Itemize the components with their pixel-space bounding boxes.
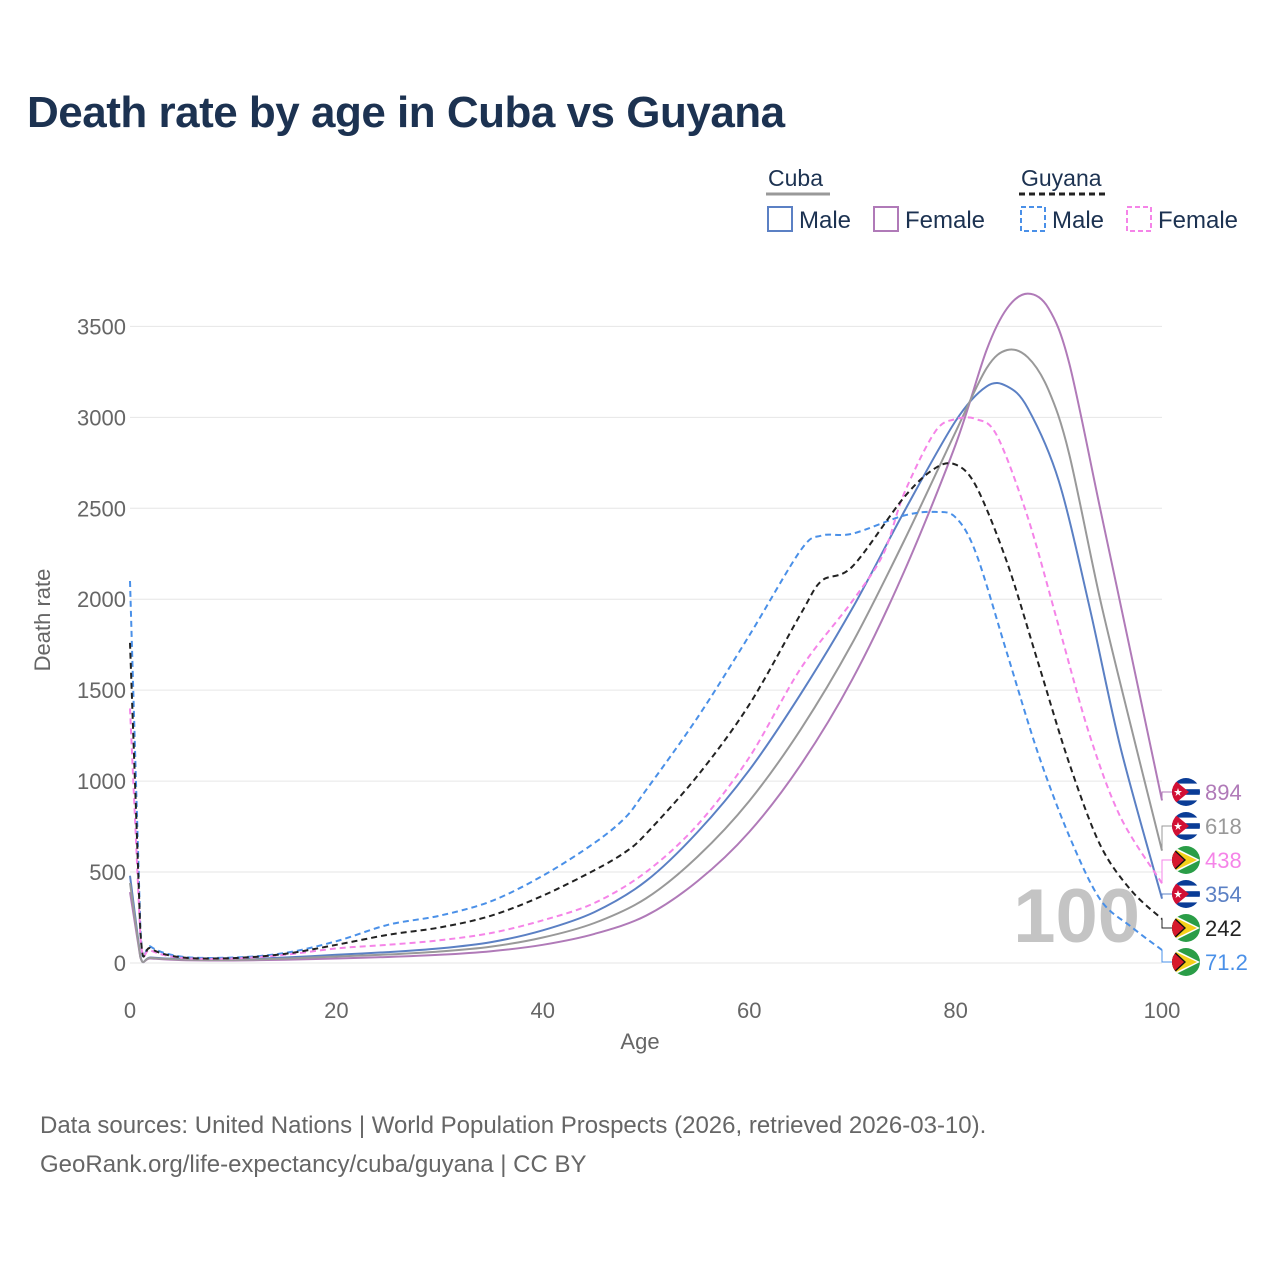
flag-star <box>1174 890 1182 898</box>
end-value-label: 242 <box>1205 916 1242 941</box>
legend-swatch <box>767 206 793 232</box>
x-tick-label: 60 <box>737 998 761 1023</box>
flag-red-arrow <box>1172 917 1184 939</box>
x-tick-label: 40 <box>531 998 555 1023</box>
flag-red-arrow <box>1172 849 1184 871</box>
current-age-label: 100 <box>1013 874 1140 959</box>
end-value-label: 354 <box>1205 882 1242 907</box>
end-label-connector <box>1161 825 1172 851</box>
end-labels: 894 618 438 354 242 71.2 <box>1161 778 1248 976</box>
end-label-connector <box>1161 791 1172 801</box>
legend-entry-label: Male <box>1052 207 1104 234</box>
x-tick-label: 0 <box>124 998 136 1023</box>
x-axis-label: Age <box>620 1029 659 1054</box>
cuba-flag-icon <box>1172 812 1200 840</box>
legend-entry-label: Female <box>1158 207 1238 234</box>
y-tick-label: 0 <box>114 951 126 976</box>
end-value-label: 618 <box>1205 814 1242 839</box>
flag-stripe <box>1172 902 1200 908</box>
flag-stripe <box>1172 834 1200 840</box>
end-value-label: 894 <box>1205 780 1242 805</box>
legend-entry-label: Male <box>799 207 851 234</box>
y-tick-label: 2500 <box>77 496 126 521</box>
source-line-1: Data sources: United Nations | World Pop… <box>40 1112 987 1139</box>
flag-stripe <box>1172 812 1200 818</box>
series-line-total-cuba <box>129 348 1163 964</box>
flag-body <box>1172 846 1200 874</box>
legend: Cuba Male Female Guyana Male Female <box>766 165 1238 234</box>
series-line-cuba-male <box>129 382 1163 964</box>
flag-stripe <box>1172 880 1200 886</box>
legend-swatch <box>1126 206 1152 232</box>
cuba-flag-icon <box>1172 778 1200 806</box>
guyana-flag-icon <box>1172 914 1200 942</box>
legend-swatch <box>1020 206 1046 232</box>
flag-star <box>1174 788 1182 796</box>
x-tick-label: 20 <box>324 998 348 1023</box>
end-label-connector <box>1161 893 1172 899</box>
legend-swatch <box>873 206 899 232</box>
flag-stripe <box>1172 800 1200 806</box>
series-line-total-guyana <box>129 462 1163 960</box>
source-line-2: GeoRank.org/life-expectancy/cuba/guyana … <box>40 1151 587 1178</box>
y-tick-label: 1000 <box>77 769 126 794</box>
end-label-connector <box>1161 950 1172 963</box>
series-lines <box>129 292 1163 964</box>
legend-group-title: Cuba <box>768 165 823 191</box>
y-tick-label: 500 <box>89 860 126 885</box>
y-axis-label: Death rate <box>30 569 55 672</box>
chart-title: Death rate by age in Cuba vs Guyana <box>27 88 785 137</box>
flag-body <box>1172 948 1200 976</box>
y-tick-label: 2000 <box>77 587 126 612</box>
flag-body <box>1172 880 1200 908</box>
y-tick-label: 3500 <box>77 314 126 339</box>
end-label-connector <box>1161 859 1172 884</box>
series-line-cuba-female <box>129 292 1163 964</box>
axes: 0 500 1000 1500 2000 2500 3000 3500 0 20 40 60 80 100… <box>30 314 1180 1054</box>
flag-body <box>1172 778 1200 806</box>
x-tick-label: 100 <box>1144 998 1181 1023</box>
flag-stripe <box>1172 778 1200 784</box>
source-note: Data sources: United Nations | World Pop… <box>40 1106 986 1184</box>
series-line-guyana-female <box>129 416 1163 960</box>
grid-lines <box>130 325 1162 964</box>
x-tick-label: 80 <box>943 998 967 1023</box>
end-value-label: 438 <box>1205 848 1242 873</box>
legend-entry-label: Female <box>905 207 985 234</box>
flag-star <box>1174 822 1182 830</box>
cuba-flag-icon <box>1172 880 1200 908</box>
series-line-guyana-male <box>129 510 1163 959</box>
end-value-label: 71.2 <box>1205 950 1248 975</box>
guyana-flag-icon <box>1172 948 1200 976</box>
y-tick-label: 3000 <box>77 405 126 430</box>
flag-body <box>1172 914 1200 942</box>
y-tick-label: 1500 <box>77 678 126 703</box>
end-label-connector <box>1161 919 1172 929</box>
legend-group-title: Guyana <box>1021 165 1102 191</box>
guyana-flag-icon <box>1172 846 1200 874</box>
flag-body <box>1172 812 1200 840</box>
flag-red-arrow <box>1172 951 1184 973</box>
